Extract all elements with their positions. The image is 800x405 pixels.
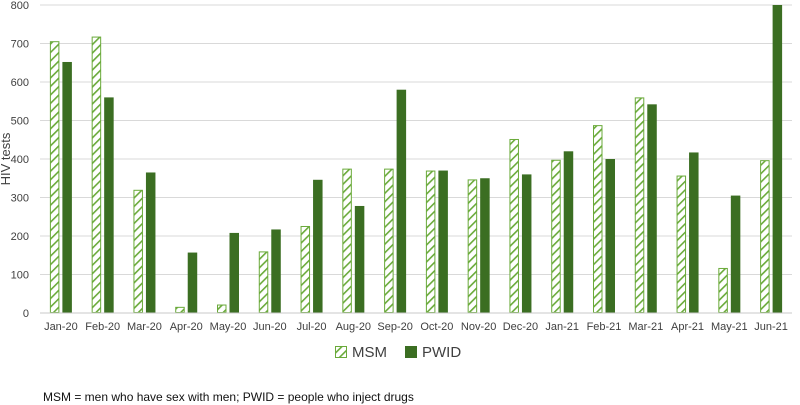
x-tick-label: Jun-20 (253, 321, 287, 333)
x-tick-label: Oct-20 (420, 321, 453, 333)
y-axis-title: HIV tests (0, 132, 13, 185)
bar-msm (593, 125, 603, 314)
legend: MSM PWID (335, 344, 461, 361)
bar-msm (509, 138, 519, 313)
x-tick-label: Jan-21 (545, 321, 579, 333)
x-tick-label: Apr-20 (170, 321, 203, 333)
bar-pwid (62, 61, 72, 314)
bar-pwid (229, 232, 239, 313)
bar-pwid (438, 170, 448, 313)
bar-pwid (104, 97, 114, 314)
x-tick-label: May-21 (711, 321, 748, 333)
bars (49, 5, 783, 314)
bar-msm (384, 168, 394, 313)
x-tick-label: Mar-21 (628, 321, 663, 333)
legend-label-pwid: PWID (422, 344, 461, 361)
bar-pwid (772, 5, 783, 313)
bar-pwid (271, 229, 281, 313)
bar-pwid (521, 174, 532, 313)
x-tick-label: Jul-20 (297, 321, 327, 333)
y-tick-label: 200 (11, 231, 29, 243)
x-tick-label: Feb-21 (587, 321, 622, 333)
bar-msm (175, 306, 185, 313)
bar-msm (300, 225, 311, 314)
legend-label-msm: MSM (352, 344, 387, 361)
bar-msm (467, 179, 478, 313)
gridlines (40, 4, 792, 275)
x-tick-label: Jan-20 (44, 321, 78, 333)
bar-pwid (354, 205, 365, 313)
x-tick-label: Aug-20 (336, 321, 371, 333)
y-tick-label: 600 (11, 77, 29, 89)
bar-msm (551, 159, 561, 313)
y-tick-label: 300 (11, 193, 29, 205)
x-tick-label: Apr-21 (671, 321, 704, 333)
y-tick-label: 0 (23, 308, 29, 320)
bar-msm (760, 160, 770, 313)
x-tick-label: Feb-20 (85, 321, 120, 333)
legend-swatch-msm (335, 346, 347, 358)
x-tick-label: Mar-20 (127, 321, 162, 333)
y-axis-ticks: 0 100 200 300 400 500 600 700 800 (11, 0, 29, 320)
bar-pwid (605, 159, 615, 313)
bar-msm (217, 304, 227, 313)
bar-msm (342, 168, 352, 313)
x-tick-label: Dec-20 (503, 321, 538, 333)
y-tick-label: 500 (11, 116, 29, 128)
bar-pwid (730, 195, 741, 313)
x-tick-label: Nov-20 (461, 321, 496, 333)
bar-pwid (145, 172, 156, 313)
x-tick-label: May-20 (210, 321, 247, 333)
bar-pwid (480, 178, 490, 313)
y-tick-label: 700 (11, 39, 29, 51)
bar-msm (49, 41, 60, 313)
bar-msm (425, 170, 436, 313)
bar-msm (133, 189, 143, 313)
bar-pwid (689, 152, 699, 313)
footnote: MSM = men who have sex with men; PWID = … (43, 390, 414, 404)
x-tick-label: Sep-20 (377, 321, 412, 333)
bar-msm (91, 36, 102, 313)
y-tick-label: 800 (11, 0, 29, 12)
bar-msm (634, 97, 645, 314)
y-tick-label: 100 (11, 270, 29, 282)
legend-swatch-pwid (405, 346, 417, 358)
bar-msm (718, 267, 728, 313)
bar-msm (258, 251, 269, 313)
y-tick-label: 400 (11, 154, 29, 166)
bar-msm (676, 175, 687, 313)
bar-pwid (313, 179, 323, 313)
bar-pwid (563, 151, 574, 313)
x-axis-ticks: Jan-20 Feb-20 Mar-20 Apr-20 May-20 Jun-20 Jul-… (44, 321, 788, 333)
bar-pwid (647, 104, 657, 313)
bar-pwid (187, 252, 198, 313)
bar-pwid (396, 89, 407, 313)
x-tick-label: Jun-21 (754, 321, 788, 333)
